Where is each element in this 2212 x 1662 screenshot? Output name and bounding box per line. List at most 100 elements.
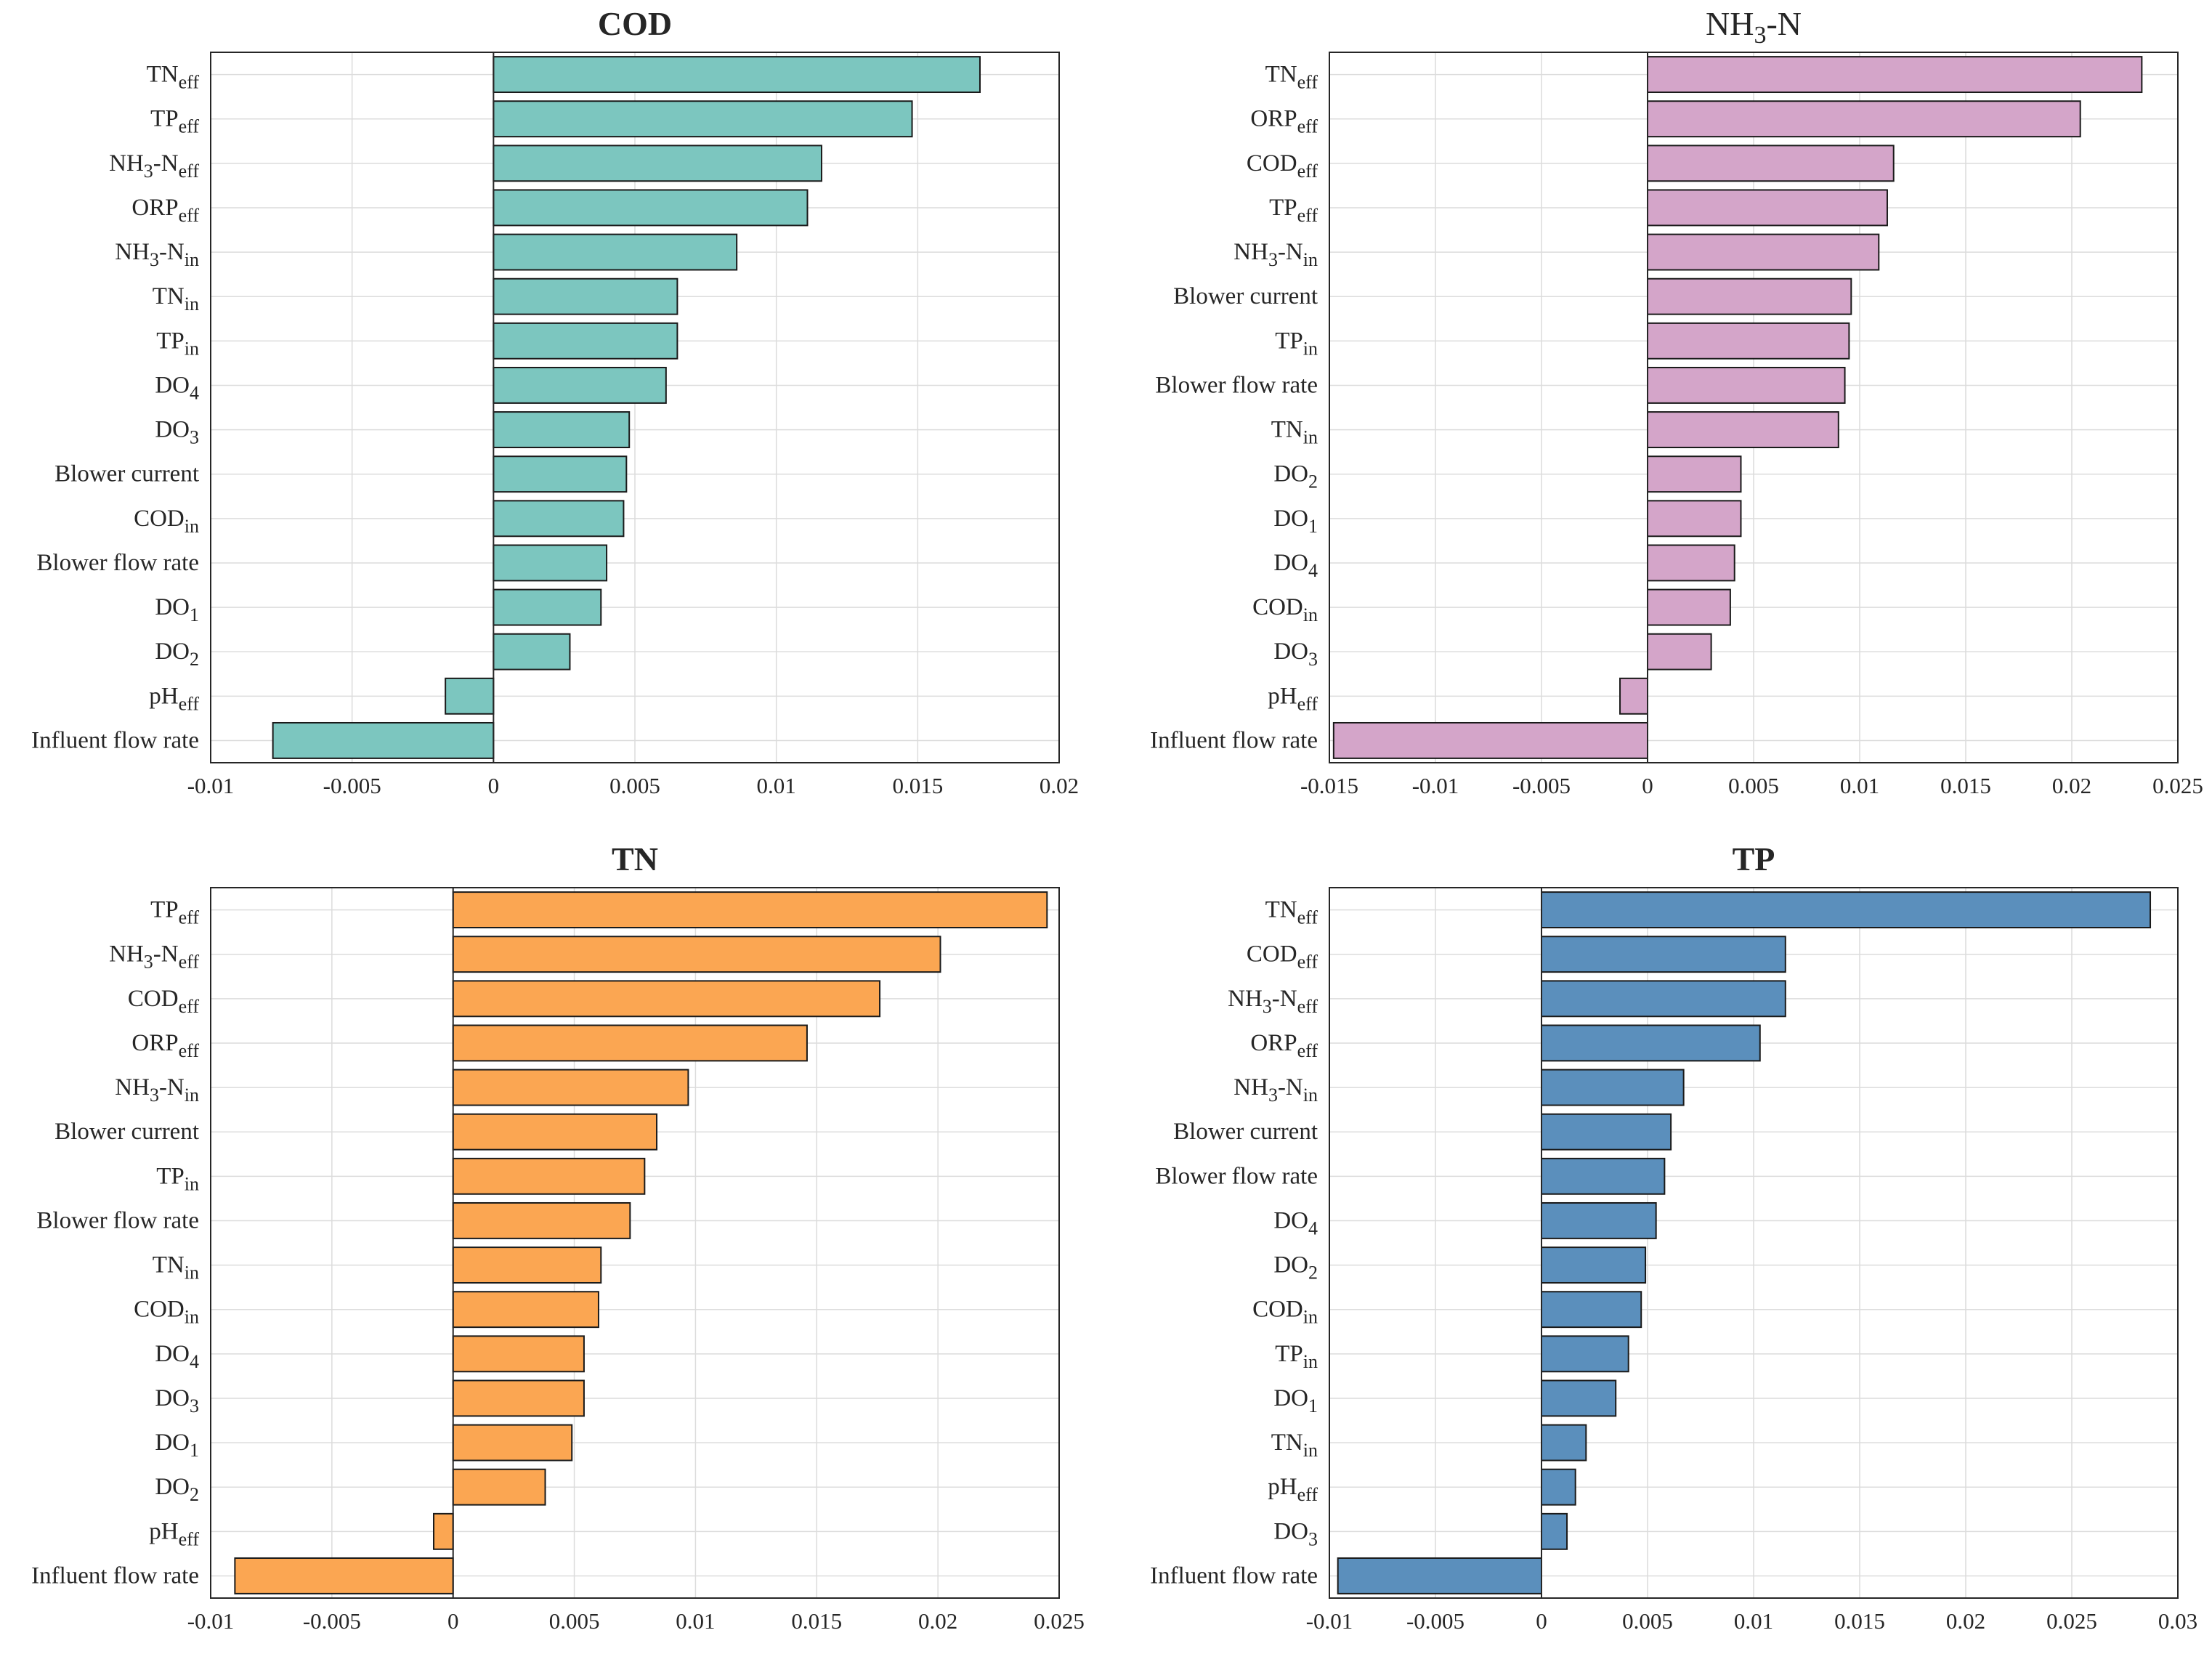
bar [452,1024,808,1062]
y-tick-label: CODeff [128,986,199,1017]
y-tick-label: TNeff [1265,62,1318,93]
x-tick-label: -0.01 [187,1608,235,1634]
bar [452,891,1048,929]
x-tick-label: 0.01 [1840,773,1879,798]
bar [1541,1024,1761,1062]
y-tick-label: DO3 [1273,639,1318,670]
y-tick-label: TNin [1271,1430,1318,1461]
plot-frame [210,52,1060,763]
bar [1541,1468,1576,1506]
y-tick-label: NH3-Neff [1228,986,1318,1017]
plot-frame [1329,887,2179,1599]
y-tick-label: TPeff [1269,195,1318,226]
y-tick-label: Influent flow rate [1150,1562,1318,1589]
bar [452,980,881,1018]
x-tick-label: 0.025 [2046,1608,2097,1634]
bar [1541,1424,1587,1462]
x-tick-label: 0 [447,1608,459,1634]
x-tick-label: -0.01 [187,773,235,798]
chart-title: TN [612,840,658,877]
bar [1647,233,1880,271]
y-tick-label: DO4 [155,372,199,403]
bar [493,366,667,404]
bar [1541,891,2152,929]
bar [1647,633,1712,670]
bar [493,100,913,138]
y-tick-label: CODeff [1247,941,1318,973]
bar [493,411,631,449]
y-tick-label: Blower current [1173,283,1318,309]
bar [452,1379,585,1417]
bar [1647,322,1850,360]
chart-title: TP [1733,840,1775,877]
y-tick-label: Influent flow rate [1150,727,1318,753]
y-tick-label: Blower flow rate [36,1207,199,1233]
y-tick-label: Blower current [54,461,199,487]
x-tick-label: -0.005 [323,773,381,798]
x-tick-label: 0.025 [2152,773,2203,798]
y-tick-label: DO2 [155,639,199,670]
bar [493,189,809,227]
y-tick-label: pHeff [1268,1474,1318,1505]
y-tick-label: TNeff [1265,897,1318,928]
bar [1541,1246,1647,1284]
y-tick-label: DO1 [155,594,199,625]
bar [1541,1379,1617,1417]
y-tick-label: DO3 [155,1385,199,1416]
x-tick-label: -0.005 [1406,1608,1464,1634]
x-tick-label: 0.005 [1622,1608,1673,1634]
x-tick-label: 0.01 [757,773,796,798]
x-tick-label: 0 [1536,1608,1547,1634]
x-tick-label: -0.015 [1300,773,1358,798]
chart-nh3n: TNeff ORPeff CODeff TPeff NH3-Nin Blower curr… [1150,5,2203,798]
y-tick-label: TPeff [150,897,199,928]
plot-frame [1329,52,2179,763]
y-tick-label: Blower flow rate [1155,372,1318,398]
y-tick-label: TPin [156,1163,199,1194]
bar [1541,1113,1672,1151]
bar [493,145,822,182]
bar [1647,145,1895,182]
y-tick-label: DO2 [155,1474,199,1505]
x-tick-label: -0.01 [1306,1608,1353,1634]
bar [234,1557,454,1594]
bar [452,1069,689,1106]
bar [493,544,608,582]
x-tick-label: 0.03 [2158,1608,2197,1634]
bar [1647,588,1731,626]
bar [445,677,495,715]
bar [452,936,941,973]
y-tick-label: NH3-Nin [115,239,199,270]
y-tick-label: ORPeff [131,195,199,226]
y-tick-label: CODeff [1247,150,1318,182]
bar [452,1291,599,1329]
y-tick-label: pHeff [149,683,199,714]
y-tick-label: DO4 [155,1341,199,1372]
bar [1647,100,2081,138]
bar [1647,366,1846,404]
bar [1647,189,1888,227]
y-tick-label: Blower flow rate [36,550,199,576]
bar [493,277,678,315]
y-tick-label: Blower flow rate [1155,1163,1318,1189]
y-tick-label: ORPeff [1250,1030,1318,1061]
bar [1647,500,1742,538]
bar [493,455,628,493]
bar [493,322,678,360]
x-tick-label: 0 [488,773,500,798]
bar [452,1157,646,1195]
bar [452,1335,585,1373]
y-tick-label: DO4 [1273,550,1318,581]
bar [493,233,738,271]
bar [1541,1512,1568,1550]
x-tick-label: 0.025 [1034,1608,1085,1634]
bar [433,1512,454,1550]
bar [1541,1291,1642,1329]
bar [452,1424,573,1462]
y-tick-label: DO3 [1273,1518,1318,1549]
chart-tn: TPeff NH3-Neff CODeff ORPeff NH3-Nin Blower c… [31,840,1085,1634]
y-tick-label: Influent flow rate [31,727,199,753]
y-tick-label: NH3-Neff [109,941,199,973]
